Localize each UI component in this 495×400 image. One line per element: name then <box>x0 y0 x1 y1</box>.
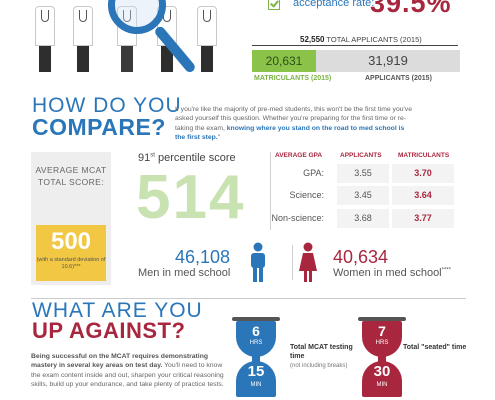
total-applicants-number: 52,550 <box>300 35 325 44</box>
compare-intro-bold: knowing where you stand on the road to m… <box>175 124 405 141</box>
hourglass-top-bulb <box>362 321 402 357</box>
women-label: Women in med school <box>333 267 442 279</box>
applicants-bar: 31,919 <box>316 50 460 72</box>
average-mcat-note: (with a standard deviation of 10.6)*** <box>36 257 106 270</box>
gpa-matriculants-cell: 3.64 <box>392 186 454 205</box>
minutes-unit: MIN <box>376 382 388 388</box>
acceptance-rate-label: acceptance rate: <box>293 0 375 9</box>
hours-value: 6 <box>252 323 260 339</box>
percentile-label: 91st percentile score <box>138 152 236 164</box>
gpa-row-label: Science: <box>289 190 324 200</box>
hourglass-bottom-bulb <box>236 361 276 397</box>
matriculants-caption: MATRICULANTS (2015) <box>254 75 332 82</box>
hourglass-neck <box>378 353 386 365</box>
compare-intro-text: If you're like the majority of pre-med s… <box>175 106 412 132</box>
matriculants-bar: 20,631 <box>252 50 316 72</box>
women-note: **** <box>441 267 451 274</box>
hourglass-top-bulb <box>236 321 276 357</box>
women-label-wrap: Women in med school**** <box>333 267 451 279</box>
men-label: Men in med school <box>138 267 231 279</box>
women-count: 40,634 <box>333 247 389 267</box>
average-mcat-title: AVERAGE MCAT TOTAL SCORE: <box>35 165 107 187</box>
hourglass-top-cap <box>232 317 280 321</box>
against-body-text: You'll need to know the exam content ins… <box>31 362 224 388</box>
compare-heading-line2: COMPARE? <box>32 114 166 140</box>
against-body-bold: Being successful on the MCAT requires de… <box>31 353 208 370</box>
hourglass-red-caption: Total "seated" time <box>403 343 488 352</box>
average-mcat-score: 500 <box>50 228 92 255</box>
hours-unit: HRS <box>375 340 389 346</box>
acceptance-rate-value: 39.5% <box>370 0 452 18</box>
woman-icon <box>299 242 317 282</box>
section-divider <box>31 298 466 299</box>
seated-time-caption: Total "seated" time <box>403 344 467 351</box>
hourglass-bottom-bulb <box>362 361 402 397</box>
doctor-figure-2 <box>70 0 96 72</box>
compare-heading-line1: HOW DO YOU <box>32 94 182 117</box>
percentile-text: percentile score <box>157 152 236 164</box>
compare-intro: If you're like the majority of pre-med s… <box>175 105 415 142</box>
doctor-figure-1 <box>32 0 58 72</box>
compare-intro-end: " <box>217 133 221 141</box>
hourglass-blue-caption: Total MCAT testing time (not including b… <box>290 343 360 371</box>
percentile-suffix: st <box>150 152 155 159</box>
hours-unit: HRS <box>249 340 263 346</box>
checkbox-icon <box>268 0 280 10</box>
minutes-unit: MIN <box>250 382 262 388</box>
against-body: Being successful on the MCAT requires de… <box>31 352 226 389</box>
total-applicants: 52,550 TOTAL APPLICANTS (2015) <box>300 35 422 44</box>
minutes-value: 30 <box>373 363 391 380</box>
gpa-row-label: Non-science: <box>271 213 324 223</box>
average-mcat-score-panel: 500 (with a standard deviation of 10.6)*… <box>36 225 106 281</box>
minutes-value: 15 <box>247 363 265 380</box>
hourglass-red: 7 HRS 30 MIN <box>358 317 406 400</box>
against-heading-line2: UP AGAINST? <box>32 318 186 343</box>
percentile-score: 514 <box>136 163 246 232</box>
gpa-row-label: GPA: <box>303 168 324 178</box>
gpa-matriculants-cell: 3.70 <box>392 164 454 183</box>
gpa-header-average: AVERAGE GPA <box>275 152 323 159</box>
score-divider <box>270 152 271 230</box>
gender-divider <box>292 245 293 280</box>
gpa-applicants-cell: 3.55 <box>337 164 389 183</box>
percentile-number: 91 <box>138 152 151 164</box>
matriculants-value: 20,631 <box>265 54 303 68</box>
gpa-applicants-cell: 3.68 <box>337 209 389 228</box>
gpa-matriculants-cell: 3.77 <box>392 209 454 228</box>
hourglass-neck <box>252 353 260 365</box>
against-heading-line1: WHAT ARE YOU <box>32 299 203 322</box>
applicants-caption: APPLICANTS (2015) <box>365 75 432 82</box>
man-icon <box>251 242 265 282</box>
gpa-applicants-cell: 3.45 <box>337 186 389 205</box>
total-applicants-rule <box>252 45 458 46</box>
total-applicants-label: TOTAL APPLICANTS (2015) <box>326 35 422 44</box>
average-mcat-box: AVERAGE MCAT TOTAL SCORE: 500 (with a st… <box>31 152 111 285</box>
men-count: 46,108 <box>175 247 231 267</box>
hourglass-blue: 6 HRS 15 MIN <box>232 317 280 400</box>
gpa-header-applicants: APPLICANTS <box>340 152 382 159</box>
hours-value: 7 <box>378 323 386 339</box>
applicants-value: 31,919 <box>368 53 408 68</box>
testing-time-sub: (not including breaks) <box>290 363 348 369</box>
hourglass-top-cap <box>358 317 406 321</box>
testing-time-caption: Total MCAT testing time <box>290 344 353 360</box>
gpa-header-matriculants: MATRICULANTS <box>398 152 450 159</box>
doctor-figure-5 <box>194 0 220 72</box>
